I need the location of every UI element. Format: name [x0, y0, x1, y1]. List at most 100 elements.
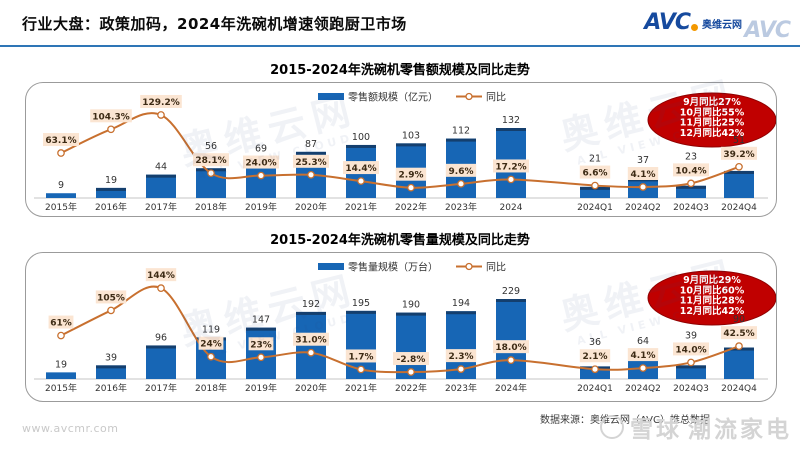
- line-marker: [735, 342, 743, 350]
- line-marker: [639, 364, 647, 372]
- x-tick-label: 2015年: [45, 201, 77, 213]
- pct-label-box: [493, 159, 529, 173]
- line-marker: [307, 170, 315, 179]
- pct-label: 1.7%: [349, 352, 374, 362]
- bar-value-label: 39: [685, 330, 697, 341]
- line-marker: [157, 284, 165, 292]
- bar-cap: [96, 187, 126, 191]
- bar: [724, 170, 754, 198]
- pct-label: 9.6%: [449, 167, 474, 177]
- pct-label: 144%: [147, 271, 175, 281]
- x-tick-label: 2016年: [95, 382, 127, 394]
- legend-bar-swatch: [318, 263, 344, 270]
- x-tick-label: 2024Q2: [625, 203, 661, 213]
- bar: [46, 193, 76, 198]
- x-tick-label: 2022年: [395, 382, 427, 394]
- x-tick-label: 2024Q3: [673, 203, 709, 213]
- bar: [96, 365, 126, 379]
- annotation-line: 11月同比25%: [680, 117, 745, 129]
- annotation-ellipse: [647, 92, 776, 148]
- line-marker: [457, 179, 465, 188]
- pct-label: 23%: [250, 340, 272, 350]
- bar-cap: [146, 174, 176, 178]
- chart1-panel: 9月同比27% 10月同比55% 11月同比25% 12月同比42% 9 2015年 19 2…: [25, 82, 777, 217]
- x-tick-label: 2023年: [445, 382, 477, 394]
- pct-label-box: [90, 109, 132, 123]
- legend-label: 零售量规模（万台）: [348, 261, 438, 274]
- bar-cap: [346, 144, 376, 148]
- bar-value-label: 190: [402, 300, 420, 311]
- bar-cap: [496, 299, 526, 302]
- pct-label: 129.2%: [142, 98, 180, 108]
- legend-bar-swatch: [318, 93, 344, 100]
- bar-value-label: 51: [733, 135, 745, 146]
- bar: [146, 345, 176, 379]
- bar-cap: [296, 311, 326, 315]
- bar-value-label: 100: [352, 132, 370, 143]
- x-tick-label: 2020年: [295, 201, 327, 213]
- pct-label: 39.2%: [723, 150, 754, 160]
- annotation-line: 9月同比29%: [683, 274, 741, 286]
- pct-label: 4.1%: [631, 351, 656, 361]
- bar: [396, 312, 426, 379]
- legend-line-marker: [465, 92, 473, 101]
- chart2-panel: 9月同比29% 10月同比60% 11月同比28% 12月同比42% 19 2015年 39…: [25, 252, 777, 402]
- pct-label-box: [721, 326, 757, 340]
- bar: [676, 185, 706, 198]
- line-marker: [591, 181, 599, 190]
- pct-label: 2.1%: [583, 352, 608, 362]
- pct-label: 6.6%: [583, 169, 608, 179]
- annotation-ellipse: [647, 270, 776, 326]
- data-source-note: 数据来源：奥维云网（AVC）推总数据: [539, 415, 710, 426]
- bar-cap: [146, 345, 176, 349]
- chart1-canvas: 9月同比27%10月同比55%11月同比25%12月同比42% 9 2015年 19 2…: [34, 91, 776, 213]
- line-marker: [591, 365, 599, 374]
- pct-label-box: [198, 336, 224, 350]
- line-marker: [307, 348, 315, 357]
- pct-label: 104.3%: [92, 112, 130, 122]
- chart2-canvas: 9月同比29%10月同比60%11月同比28%12月同比42% 19 2015年 39…: [34, 261, 776, 394]
- line-marker: [687, 179, 695, 188]
- bar-cap: [676, 185, 706, 189]
- line-marker: [507, 356, 515, 364]
- bar-value-label: 39: [105, 352, 117, 363]
- pct-label: 2.3%: [449, 352, 474, 362]
- bar-value-label: 112: [452, 126, 470, 137]
- bar-value-label: 64: [637, 336, 649, 347]
- pct-label-box: [95, 290, 127, 304]
- line-marker: [207, 169, 215, 178]
- pct-label-box: [140, 94, 182, 108]
- bar-cap: [96, 365, 126, 369]
- pct-label-box: [193, 153, 229, 167]
- pct-label: 17.2%: [495, 162, 526, 172]
- x-tick-label: 2019年: [245, 382, 277, 394]
- pct-label: 61%: [50, 319, 72, 329]
- pct-label-box: [627, 348, 659, 362]
- pct-label-box: [243, 155, 279, 169]
- x-tick-label: 2021年: [345, 201, 377, 213]
- line-marker: [207, 352, 215, 361]
- pct-label-box: [343, 161, 379, 175]
- x-tick-label: 2017年: [145, 201, 177, 213]
- line-marker: [107, 125, 115, 134]
- x-tick-label: 2020年: [295, 382, 327, 394]
- line-marker: [407, 368, 415, 376]
- annotation-line: 9月同比27%: [683, 96, 741, 108]
- pct-label-box: [393, 352, 429, 366]
- line-marker: [257, 353, 265, 362]
- line-marker: [57, 331, 65, 340]
- x-tick-label: 2018年: [195, 201, 227, 213]
- pct-label-box: [579, 165, 611, 179]
- x-tick-label: 2021年: [345, 382, 377, 394]
- bar-value-label: 44: [155, 162, 167, 173]
- bar-cap: [676, 365, 706, 369]
- pct-label-box: [579, 349, 611, 363]
- avc-logo-ghost: AVC: [744, 18, 791, 43]
- pct-label: 42.5%: [723, 329, 754, 339]
- pct-label: 2.9%: [399, 171, 424, 181]
- line-marker: [57, 149, 65, 157]
- x-tick-label: 2024Q1: [577, 384, 613, 394]
- line-marker: [257, 171, 265, 180]
- x-tick-label: 2022年: [395, 201, 427, 213]
